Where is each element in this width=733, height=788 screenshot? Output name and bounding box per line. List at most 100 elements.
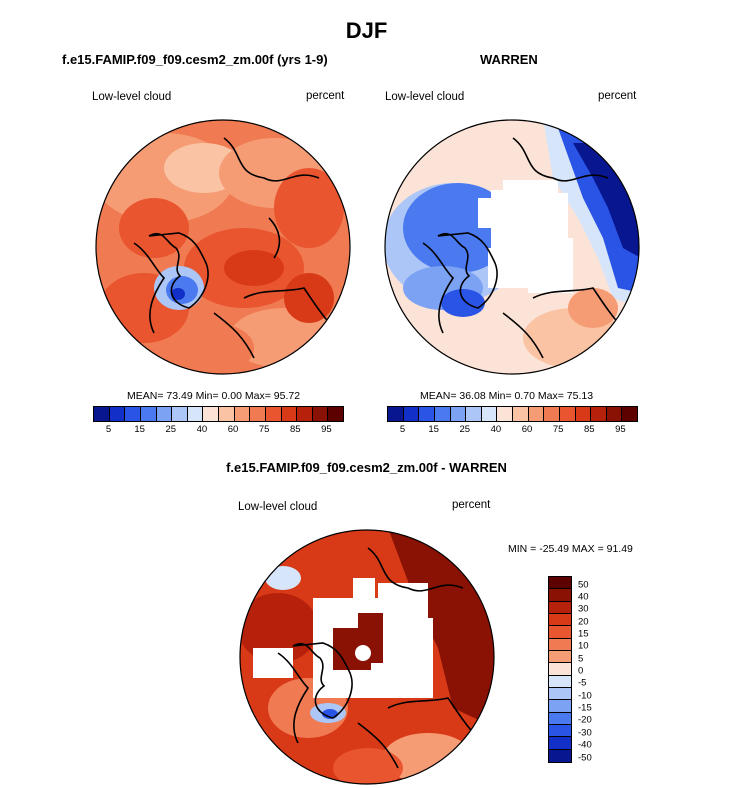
colorbar-swatch: [109, 407, 126, 421]
colorbar-tick-label: 20: [578, 616, 589, 628]
panel1-variable-label: Low-level cloud: [92, 91, 172, 103]
colorbar-swatch: [312, 407, 329, 421]
colorbar-swatch: [549, 651, 571, 664]
colorbar-swatch: [125, 407, 141, 421]
colorbar-swatch: [549, 737, 571, 750]
colorbar-tick-label: 40: [490, 424, 502, 435]
colorbar-tick-label: 30: [578, 603, 589, 615]
colorbar-swatch: [549, 614, 571, 627]
colorbar-swatch: [528, 407, 545, 421]
colorbar-swatch: [419, 407, 435, 421]
colorbar-tick-label: 60: [227, 424, 239, 435]
colorbar-swatch: [549, 638, 571, 652]
colorbar-swatch: [549, 601, 571, 615]
colorbar-tick-label: 40: [196, 424, 208, 435]
panel2-colorbar-ticks: 5 15 25 40 60 75 85 95: [387, 424, 636, 438]
colorbar-swatch: [403, 407, 420, 421]
panel2-title: WARREN: [480, 52, 538, 67]
figure-title: DJF: [345, 18, 388, 43]
colorbar-swatch: [297, 407, 313, 421]
colorbar-tick-label: -15: [578, 702, 592, 714]
colorbar-swatch: [497, 407, 513, 421]
colorbar-swatch: [559, 407, 576, 421]
colorbar-tick-label: 25: [165, 424, 177, 435]
colorbar-swatch: [549, 749, 571, 763]
colorbar-swatch: [549, 663, 571, 676]
colorbar-swatch: [140, 407, 157, 421]
colorbar-tick-label: 60: [521, 424, 533, 435]
panel2-colorbar: [387, 406, 638, 422]
panel3-title: f.e15.FAMIP.f09_f09.cesm2_zm.00f - WARRE…: [226, 460, 507, 475]
colorbar-swatch: [156, 407, 173, 421]
colorbar-tick-label: -30: [578, 727, 592, 739]
colorbar-swatch: [281, 407, 298, 421]
colorbar-swatch: [172, 407, 188, 421]
panel2-units-label: percent: [598, 90, 637, 102]
panel3-map: [239, 529, 495, 785]
panel1-colorbar-ticks: 5 15 25 40 60 75 85 95: [93, 424, 342, 438]
colorbar-swatch: [434, 407, 451, 421]
panel3-stats: MIN = -25.49 MAX = 91.49: [508, 543, 633, 555]
colorbar-swatch: [544, 407, 560, 421]
panel3-variable-label: Low-level cloud: [238, 501, 318, 513]
colorbar-swatch: [591, 407, 607, 421]
colorbar-tick-label: 15: [134, 424, 145, 435]
colorbar-swatch: [549, 700, 571, 713]
colorbar-swatch: [549, 688, 571, 701]
colorbar-swatch: [549, 626, 571, 639]
colorbar-swatch: [250, 407, 266, 421]
colorbar-tick-label: -50: [578, 752, 592, 764]
colorbar-swatch: [187, 407, 204, 421]
colorbar-swatch: [549, 675, 571, 689]
colorbar-swatch: [622, 407, 637, 421]
colorbar-tick-label: 5: [105, 424, 112, 435]
colorbar-tick-label: 85: [290, 424, 301, 435]
colorbar-swatch: [549, 577, 571, 590]
colorbar-swatch: [203, 407, 219, 421]
panel1-colorbar: [93, 406, 344, 422]
colorbar-swatch: [481, 407, 498, 421]
colorbar-swatch: [328, 407, 343, 421]
panel1-map: [95, 119, 351, 375]
colorbar-swatch: [219, 407, 235, 421]
colorbar-tick-label: 95: [321, 424, 332, 435]
colorbar-swatch: [234, 407, 251, 421]
colorbar-tick-label: 75: [258, 424, 270, 435]
colorbar-swatch: [450, 407, 467, 421]
colorbar-swatch: [513, 407, 529, 421]
colorbar-tick-label: 10: [578, 640, 589, 652]
colorbar-tick-label: -5: [578, 677, 587, 689]
panel1-units-label: percent: [306, 90, 345, 102]
colorbar-tick-label: 75: [552, 424, 564, 435]
panel3-units-label: percent: [452, 499, 491, 511]
colorbar-tick-label: 40: [578, 591, 589, 603]
colorbar-tick-label: 15: [428, 424, 439, 435]
colorbar-swatch: [549, 725, 571, 738]
colorbar-tick-label: -20: [578, 714, 592, 726]
colorbar-swatch: [575, 407, 592, 421]
panel1-stats: MEAN= 73.49 Min= 0.00 Max= 95.72: [127, 390, 301, 402]
colorbar-tick-label: 25: [459, 424, 471, 435]
colorbar-swatch: [606, 407, 623, 421]
colorbar-swatch: [388, 407, 404, 421]
colorbar-tick-label: 5: [399, 424, 406, 435]
panel1-title: f.e15.FAMIP.f09_f09.cesm2_zm.00f (yrs 1-…: [62, 52, 328, 67]
colorbar-tick-label: -10: [578, 690, 592, 702]
colorbar-tick-label: 5: [578, 653, 584, 665]
panel2-stats: MEAN= 36.08 Min= 0.70 Max= 75.13: [420, 390, 594, 402]
colorbar-swatch: [466, 407, 482, 421]
colorbar-tick-label: 85: [584, 424, 595, 435]
colorbar-swatch: [94, 407, 110, 421]
panel2-variable-label: Low-level cloud: [385, 91, 465, 103]
panel3-colorbar-ticks: 50 40 30 20 15 10 5 0 -5 -10 -15 -20 -30 -40 -50: [578, 576, 618, 764]
colorbar-tick-label: 0: [578, 665, 584, 677]
colorbar-tick-label: -40: [578, 739, 592, 751]
colorbar-tick-label: 15: [578, 628, 589, 640]
colorbar-swatch: [549, 589, 571, 602]
colorbar-tick-label: 50: [578, 579, 589, 591]
colorbar-swatch: [549, 712, 571, 726]
panel3-colorbar: [548, 576, 572, 764]
panel2-map: [384, 119, 640, 375]
colorbar-tick-label: 95: [615, 424, 626, 435]
colorbar-swatch: [265, 407, 282, 421]
